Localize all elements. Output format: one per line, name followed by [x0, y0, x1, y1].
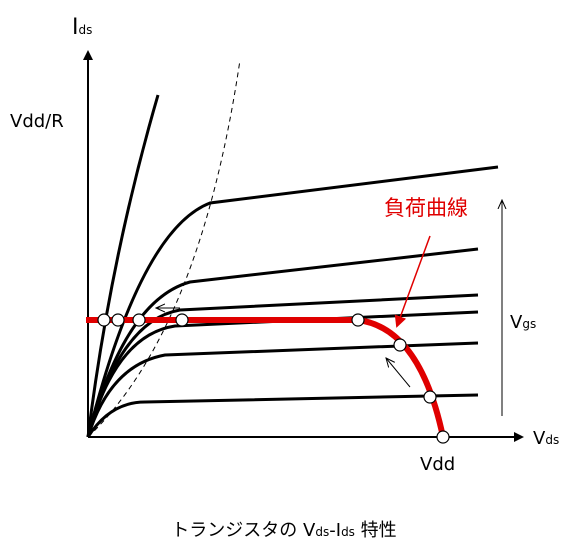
characteristic-curves [86, 59, 499, 438]
caption: トランジスタの Vds-Ids 特性 [171, 520, 396, 541]
vdd-r-label: Vdd/R [10, 111, 64, 132]
axes [83, 50, 524, 442]
arrow [394, 235, 431, 328]
vdd-label: Vdd [420, 454, 455, 475]
arrow [386, 358, 411, 388]
operating-points [97, 313, 450, 444]
vgs-label: Vgs [510, 312, 536, 333]
load-line [86, 317, 446, 438]
load-line-label: 負荷曲線 [384, 196, 468, 220]
x-axis-label: Vds [533, 428, 559, 449]
y-axis-label: Ids [72, 15, 92, 40]
